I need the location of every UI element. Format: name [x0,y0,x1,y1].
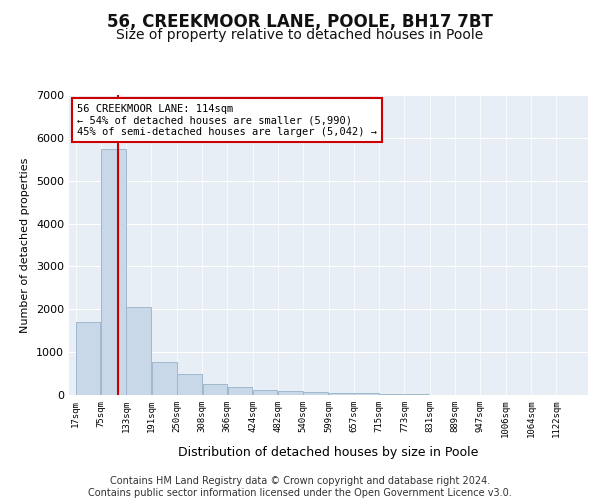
Bar [228,387,252,395]
Bar [127,307,151,395]
Bar [203,384,227,395]
Bar [177,374,202,395]
Bar [405,394,429,395]
Bar [355,394,379,395]
Bar [304,392,328,395]
Bar [76,322,100,395]
Text: Size of property relative to detached houses in Poole: Size of property relative to detached ho… [116,28,484,42]
Text: 56, CREEKMOOR LANE, POOLE, BH17 7BT: 56, CREEKMOOR LANE, POOLE, BH17 7BT [107,12,493,30]
Y-axis label: Number of detached properties: Number of detached properties [20,158,31,332]
Bar [380,394,404,395]
Bar [101,148,125,395]
Bar [152,362,176,395]
Text: Contains HM Land Registry data © Crown copyright and database right 2024.
Contai: Contains HM Land Registry data © Crown c… [88,476,512,498]
X-axis label: Distribution of detached houses by size in Poole: Distribution of detached houses by size … [178,446,479,459]
Bar [278,391,302,395]
Bar [329,392,353,395]
Text: 56 CREEKMOOR LANE: 114sqm
← 54% of detached houses are smaller (5,990)
45% of se: 56 CREEKMOOR LANE: 114sqm ← 54% of detac… [77,104,377,137]
Bar [253,390,277,395]
